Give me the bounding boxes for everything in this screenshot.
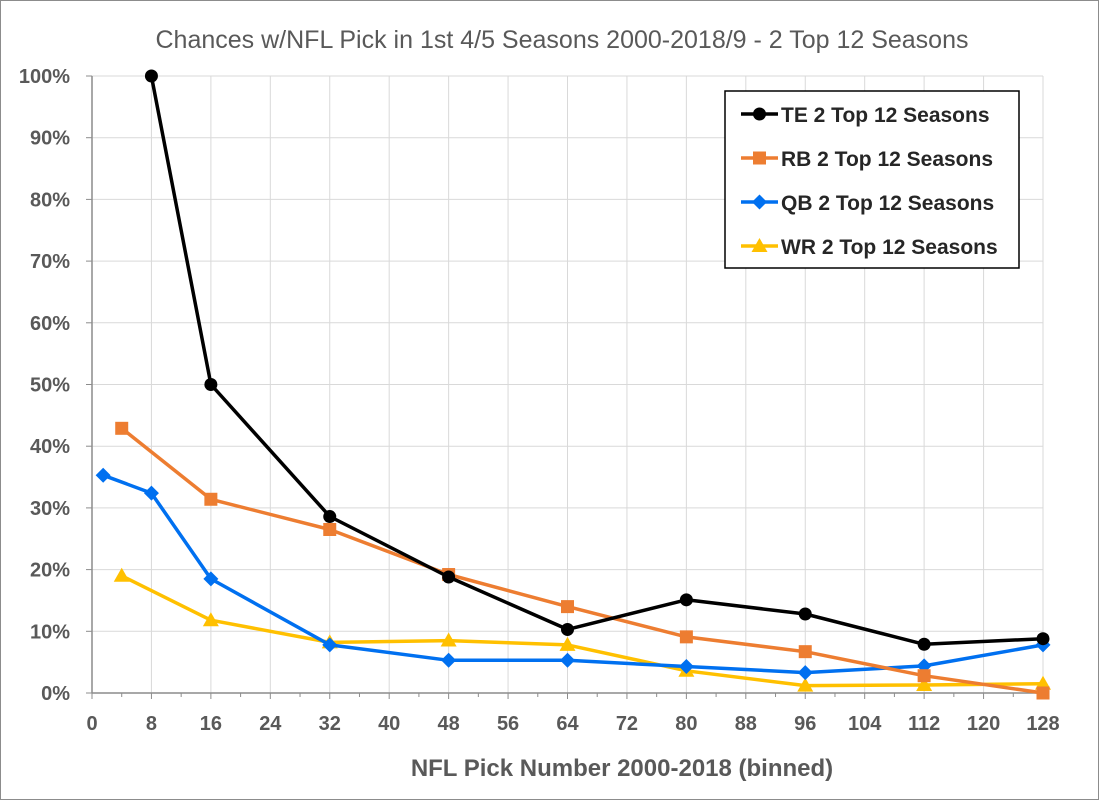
te-data-point	[561, 622, 574, 636]
rb-data-point	[1036, 686, 1050, 700]
chart-title: Chances w/NFL Pick in 1st 4/5 Seasons 20…	[156, 26, 969, 54]
te-data-point	[442, 570, 456, 584]
x-tick-label: 40	[378, 713, 400, 735]
x-tick-label: 96	[794, 713, 816, 735]
y-tick-label: 70%	[30, 251, 70, 273]
wr-series-line	[120, 574, 1044, 688]
qb-data-point	[560, 652, 575, 668]
y-tick-label: 90%	[30, 128, 70, 150]
qb-series	[95, 467, 1051, 681]
x-tick-label: 24	[259, 713, 282, 735]
x-axis-label: NFL Pick Number 2000-2018 (binned)	[411, 755, 833, 782]
x-tick-label: 88	[735, 713, 757, 735]
wr-data-point	[797, 677, 814, 692]
qb-data-point	[441, 652, 457, 668]
y-tick-label: 10%	[30, 621, 70, 643]
y-tick-label: 40%	[30, 436, 70, 458]
qb-data-point	[322, 637, 338, 653]
te-legend-label: TE 2 Top 12 Seasons	[781, 104, 990, 127]
x-tick-label: 120	[967, 713, 1000, 735]
y-tick-label: 50%	[30, 375, 70, 397]
series-group	[95, 69, 1051, 700]
rb-data-point	[679, 630, 693, 644]
rb-series-line	[120, 426, 1044, 695]
qb-data-point	[797, 665, 813, 681]
y-tick-label: 30%	[30, 498, 70, 520]
qb-legend-label: QB 2 Top 12 Seasons	[781, 192, 994, 215]
x-tick-label: 48	[438, 713, 460, 735]
te-data-point	[798, 607, 812, 621]
x-tick-label: 56	[497, 713, 519, 735]
x-tick-label: 112	[908, 713, 940, 735]
te-data-point	[144, 69, 158, 83]
wr-data-point	[559, 636, 576, 651]
y-tick-label: 60%	[30, 313, 70, 335]
qb-data-point	[143, 485, 159, 501]
rb-data-point	[917, 669, 931, 683]
axes: 0 8 16 24 32 40 48 56 64 72 80 88 96 104 112 120 128 0% 10…	[19, 66, 1060, 735]
te-data-point	[917, 637, 931, 651]
rb-data-point	[798, 645, 812, 659]
rb-data-point	[204, 492, 218, 506]
qb-legend-marker	[752, 194, 767, 210]
x-tick-label: 16	[200, 713, 222, 735]
wr-legend-marker	[751, 238, 768, 252]
qb-series-line	[102, 473, 1044, 675]
te-legend-marker	[753, 107, 766, 121]
wr-data-point	[1035, 675, 1051, 690]
te-series	[144, 69, 1050, 651]
x-tick-label: 128	[1026, 713, 1059, 735]
legend: TE 2 Top 12 Seasons RB 2 Top 12 Seasons QB…	[724, 90, 1020, 269]
x-tick-label: 72	[616, 713, 638, 735]
te-data-point	[323, 510, 337, 524]
x-tick-label: 0	[86, 713, 97, 735]
rb-data-point	[323, 522, 337, 536]
te-data-point	[204, 378, 218, 391]
y-tick-label: 100%	[19, 66, 70, 88]
wr-data-point	[113, 567, 130, 582]
wr-data-point	[916, 676, 933, 691]
wr-data-point	[440, 632, 457, 647]
rb-data-point	[115, 421, 129, 435]
qb-data-point	[678, 658, 694, 674]
rb-series	[115, 421, 1050, 700]
rb-legend-label: RB 2 Top 12 Seasons	[781, 148, 993, 171]
x-tick-label: 104	[848, 713, 882, 735]
x-tick-label: 64	[556, 713, 579, 735]
x-tick-label: 80	[675, 713, 697, 735]
qb-data-point	[95, 467, 111, 483]
y-tick-label: 80%	[30, 189, 70, 211]
rb-data-point	[561, 600, 574, 614]
wr-legend-label: WR 2 Top 12 Seasons	[781, 236, 998, 259]
x-tick-label: 8	[146, 713, 157, 735]
legend-box	[724, 90, 1020, 269]
y-tick-label: 20%	[30, 560, 70, 582]
wr-data-point	[202, 612, 219, 627]
y-tick-label: 0%	[41, 683, 70, 705]
te-data-point	[1036, 632, 1050, 646]
x-tick-label: 32	[319, 713, 341, 735]
qb-data-point	[203, 571, 219, 587]
rb-legend-marker	[753, 151, 766, 165]
te-data-point	[679, 593, 693, 607]
